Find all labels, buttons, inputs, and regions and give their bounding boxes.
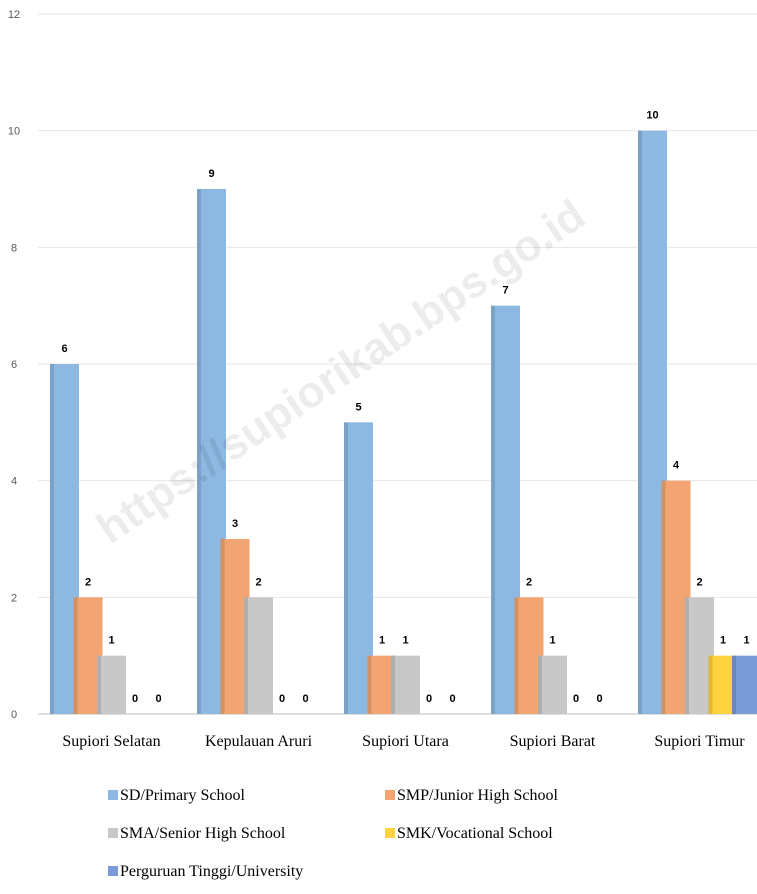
bars xyxy=(50,130,757,714)
bar-edge xyxy=(50,364,54,714)
data-label: 0 xyxy=(302,693,308,705)
data-label: 0 xyxy=(155,693,161,705)
y-tick-label: 8 xyxy=(11,242,17,254)
data-label: 6 xyxy=(61,343,67,355)
y-tick-label: 0 xyxy=(11,709,17,721)
legend-label: SMP/Junior High School xyxy=(397,787,558,804)
legend-item: SMA/Senior High School xyxy=(108,825,286,842)
bar-edge xyxy=(367,655,372,714)
category-label: Kepulauan Aruri xyxy=(205,733,313,750)
bar-edge xyxy=(685,597,689,714)
data-label: 1 xyxy=(743,635,749,647)
category-label: Supiori Timur xyxy=(654,733,745,750)
legend-label: SMA/Senior High School xyxy=(120,825,286,842)
bar-3 xyxy=(244,597,273,714)
y-tick-label: 6 xyxy=(11,359,17,371)
bar-edge xyxy=(344,422,348,714)
data-label: 4 xyxy=(673,460,680,472)
bar-5 xyxy=(732,655,757,714)
legend-swatch xyxy=(385,790,395,800)
data-label: 0 xyxy=(279,693,285,705)
data-label: 0 xyxy=(449,693,455,705)
bar-edge xyxy=(73,597,78,714)
bar-edge xyxy=(197,189,201,714)
bar-edge xyxy=(491,305,495,714)
legend-swatch xyxy=(108,866,118,876)
bar-3 xyxy=(391,655,420,714)
data-label: 7 xyxy=(502,285,508,297)
y-tick-label: 2 xyxy=(11,592,17,604)
gridlines xyxy=(38,13,757,715)
data-label: 1 xyxy=(379,635,385,647)
data-label: 1 xyxy=(549,635,555,647)
category-label: Supiori Barat xyxy=(510,733,596,750)
data-label: 0 xyxy=(573,693,579,705)
bar-edge xyxy=(97,655,101,714)
data-label: 0 xyxy=(596,693,602,705)
legend-item: Perguruan Tinggi/University xyxy=(108,863,303,880)
data-label: 9 xyxy=(208,168,214,180)
y-tick-label: 4 xyxy=(11,476,17,488)
category-label: Supiori Utara xyxy=(362,733,449,750)
data-label: 5 xyxy=(355,401,361,413)
bar-edge xyxy=(638,130,642,714)
data-label: 0 xyxy=(426,693,432,705)
legend-label: Perguruan Tinggi/University xyxy=(120,863,303,880)
data-label: 2 xyxy=(85,576,91,588)
bar-edge xyxy=(661,480,666,714)
bar-3 xyxy=(538,655,567,714)
bar-edge xyxy=(538,655,542,714)
legend-swatch xyxy=(108,790,118,800)
data-label: 2 xyxy=(696,576,702,588)
data-label: 2 xyxy=(255,576,261,588)
data-label: 1 xyxy=(720,635,726,647)
legend-swatch xyxy=(385,828,395,838)
x-axis-categories: Supiori Selatan Kepulauan Aruri Supiori Ut… xyxy=(62,733,745,750)
y-tick-label: 12 xyxy=(8,9,20,21)
bar-edge xyxy=(514,597,519,714)
legend-item: SMK/Vocational School xyxy=(385,825,553,842)
data-label: 1 xyxy=(402,635,408,647)
bar-3 xyxy=(97,655,126,714)
legend-item: SMP/Junior High School xyxy=(385,787,558,804)
y-axis-ticks: 0 2 4 6 8 10 12 xyxy=(8,9,20,721)
data-label: 10 xyxy=(646,110,658,122)
data-label: 3 xyxy=(232,518,238,530)
bar-edge xyxy=(220,539,225,714)
bar-edge xyxy=(732,655,736,714)
legend-item: SD/Primary School xyxy=(108,787,245,804)
legend-label: SD/Primary School xyxy=(120,787,245,804)
legend-label: SMK/Vocational School xyxy=(397,825,553,842)
bar-edge xyxy=(708,655,713,714)
category-label: Supiori Selatan xyxy=(62,733,160,750)
legend: SD/Primary School SMP/Junior High School S… xyxy=(108,787,558,880)
data-label: 0 xyxy=(132,693,138,705)
y-tick-label: 10 xyxy=(8,126,20,138)
data-label: 2 xyxy=(526,576,532,588)
bar-edge xyxy=(391,655,395,714)
data-label: 1 xyxy=(108,635,114,647)
legend-swatch xyxy=(108,828,118,838)
bar-edge xyxy=(244,597,248,714)
